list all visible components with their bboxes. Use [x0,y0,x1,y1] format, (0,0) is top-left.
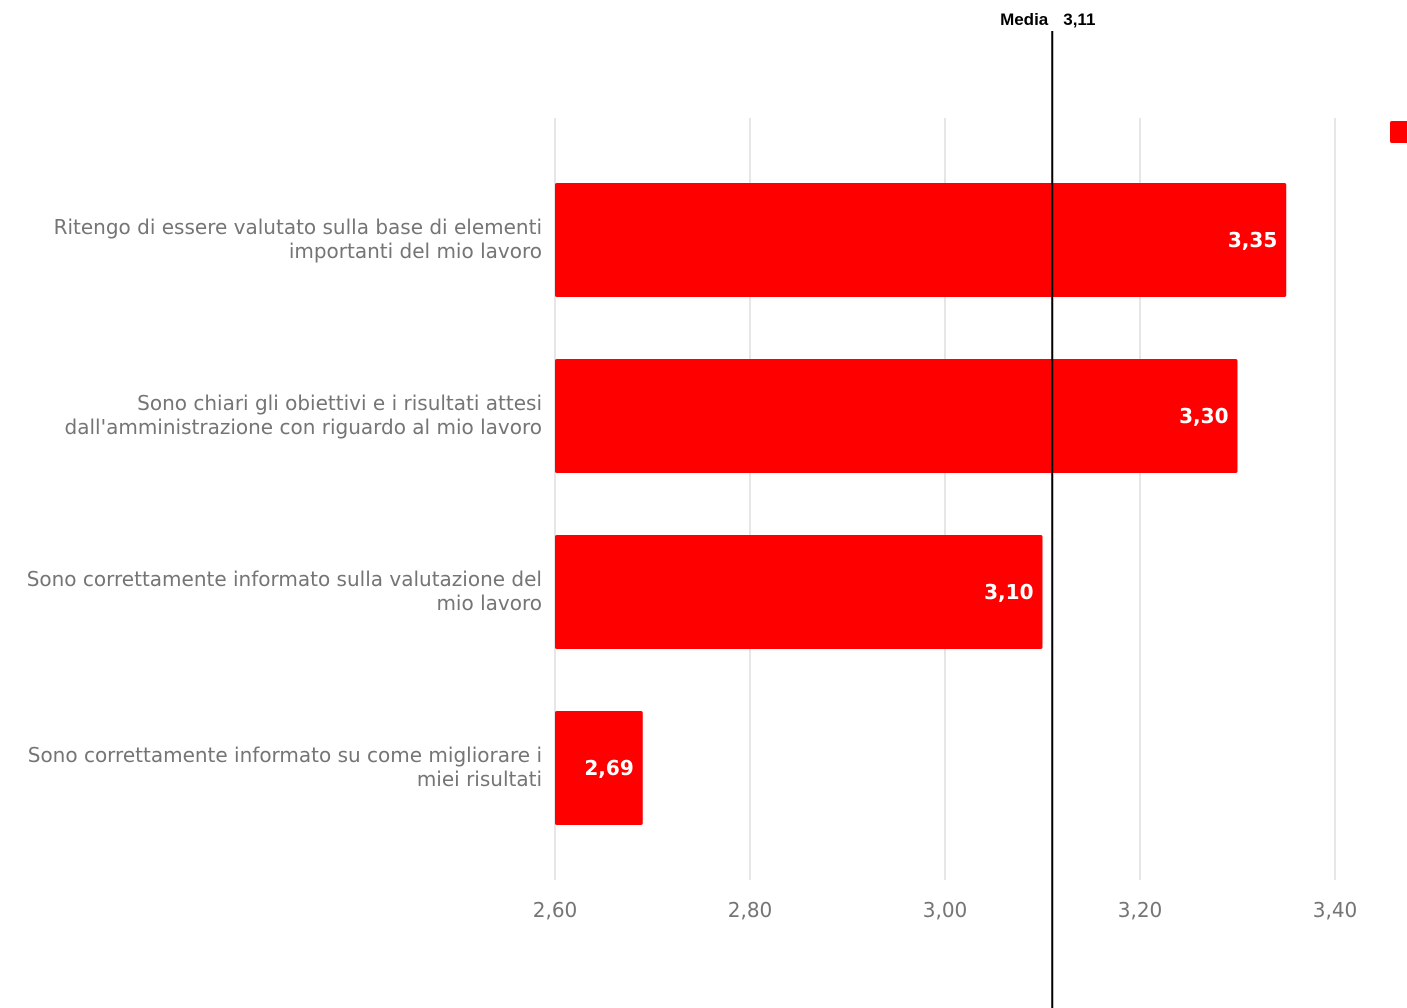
x-tick-label: 2,60 [533,898,578,922]
bar [555,711,643,825]
category-label: miei risultati [417,767,542,791]
category-label: dall'amministrazione con riguardo al mio… [65,415,542,439]
data-label: 2,69 [584,756,633,780]
bars: 3,35 3,30 3,10 2,69 [555,183,1287,825]
x-axis-tick-labels: 2,60 2,80 3,00 3,20 3,40 [533,898,1358,922]
data-label: 3,35 [1228,228,1277,252]
category-label: Sono chiari gli obiettivi e i risultati … [137,391,542,415]
x-tick-label: 2,80 [728,898,773,922]
legend-swatch [1390,121,1407,143]
legend [1390,121,1407,143]
bar [555,535,1043,649]
category-labels: Ritengo di essere valutato sulla base di… [27,215,542,791]
data-label: 3,10 [984,580,1033,604]
mean-label: Media [1000,10,1049,29]
bar [555,359,1238,473]
category-label: Ritengo di essere valutato sulla base di… [54,215,542,239]
x-tick-label: 3,00 [923,898,968,922]
x-tick-label: 3,20 [1118,898,1163,922]
mean-reference: Media 3,11 [1000,10,1095,1008]
data-label: 3,30 [1179,404,1228,428]
category-label: mio lavoro [436,591,542,615]
x-tick-label: 3,40 [1313,898,1358,922]
category-label: Sono correttamente informato sulla valut… [27,567,542,591]
bar [555,183,1287,297]
mean-value: 3,11 [1063,10,1095,29]
category-label: Sono correttamente informato su come mig… [28,743,542,767]
category-label: importanti del mio lavoro [289,239,542,263]
